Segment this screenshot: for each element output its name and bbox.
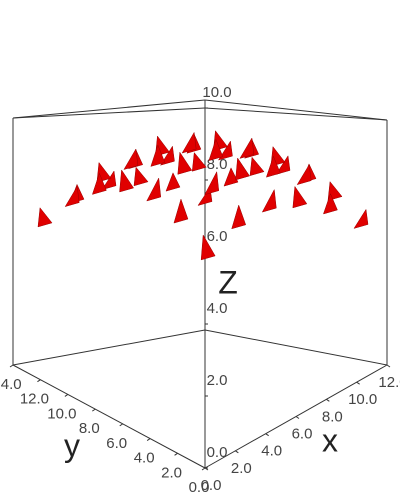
box-edge (12, 99, 206, 119)
cone (296, 164, 312, 186)
cone (101, 170, 117, 191)
cone (146, 177, 162, 202)
x-tick-label: 4.0 (261, 443, 282, 460)
y-tick-label: 4.0 (134, 450, 155, 467)
y-tick-label: 6.0 (106, 435, 127, 452)
y-tick-label: 12.0 (20, 391, 49, 408)
box-edge (12, 329, 206, 366)
cone (239, 137, 255, 159)
cone (181, 131, 197, 154)
cone (91, 172, 107, 195)
x-tick-label: 12.0 (378, 374, 400, 391)
x-tick (235, 450, 239, 454)
y-tick (201, 467, 206, 471)
box-edge (204, 107, 388, 121)
z-tick-label: 4.0 (207, 300, 228, 317)
cone (37, 207, 53, 228)
y-tick (174, 452, 178, 456)
cone (191, 151, 207, 172)
cone (200, 234, 216, 261)
x-tick (295, 416, 300, 419)
x-tick-label: 10.0 (348, 391, 377, 408)
y-tick-label: 2.0 (161, 464, 182, 481)
x-axis-title: x (322, 422, 338, 458)
cone (223, 167, 239, 187)
z-tick-label: 10.0 (202, 84, 231, 101)
x-tick (356, 381, 360, 385)
cone (123, 148, 139, 170)
cone (204, 170, 220, 196)
x-tick-label: 0.0 (201, 477, 222, 494)
z-tick-label: 6.0 (207, 228, 228, 245)
box-edge (204, 329, 388, 366)
z-tick-label: 8.0 (207, 156, 228, 173)
cone (265, 155, 281, 178)
z-tick-label: 2.0 (207, 372, 228, 389)
cone (64, 185, 80, 207)
cone (173, 198, 189, 224)
x-tick-label: 2.0 (231, 460, 252, 477)
y-tick (92, 408, 96, 412)
cone (353, 208, 369, 229)
y-tick-label: 10.0 (47, 405, 76, 422)
y-tick (146, 438, 151, 441)
cone (323, 193, 338, 215)
box-edge (204, 99, 388, 121)
x-tick (204, 467, 209, 471)
x-tick (265, 433, 269, 437)
y-tick (64, 394, 69, 397)
cone (119, 169, 134, 193)
y-tick-label: 0.0 (189, 479, 210, 496)
cone (275, 155, 291, 175)
box-edge (12, 107, 206, 119)
y-tick-label: 8.0 (79, 420, 100, 437)
y-tick (9, 364, 14, 368)
y-axis-title: y (64, 427, 80, 463)
z-tick-label: 0.0 (207, 444, 228, 461)
y-tick (119, 423, 123, 427)
cone (249, 156, 265, 176)
cone (261, 188, 277, 213)
x-tick (326, 398, 330, 402)
cone (208, 138, 224, 161)
box-edge (12, 364, 206, 469)
cone (292, 185, 308, 209)
y-tick (37, 379, 41, 383)
cone (150, 144, 166, 167)
cone (231, 204, 247, 230)
cone (235, 157, 250, 181)
x-tick (386, 364, 391, 368)
z-axis-title: Z (218, 264, 238, 300)
cone (165, 172, 181, 192)
cone (177, 151, 193, 175)
x-tick-label: 6.0 (292, 425, 313, 442)
cone (133, 166, 149, 187)
x-tick-label: 8.0 (322, 408, 343, 425)
y-tick-label: 14.0 (0, 376, 22, 393)
